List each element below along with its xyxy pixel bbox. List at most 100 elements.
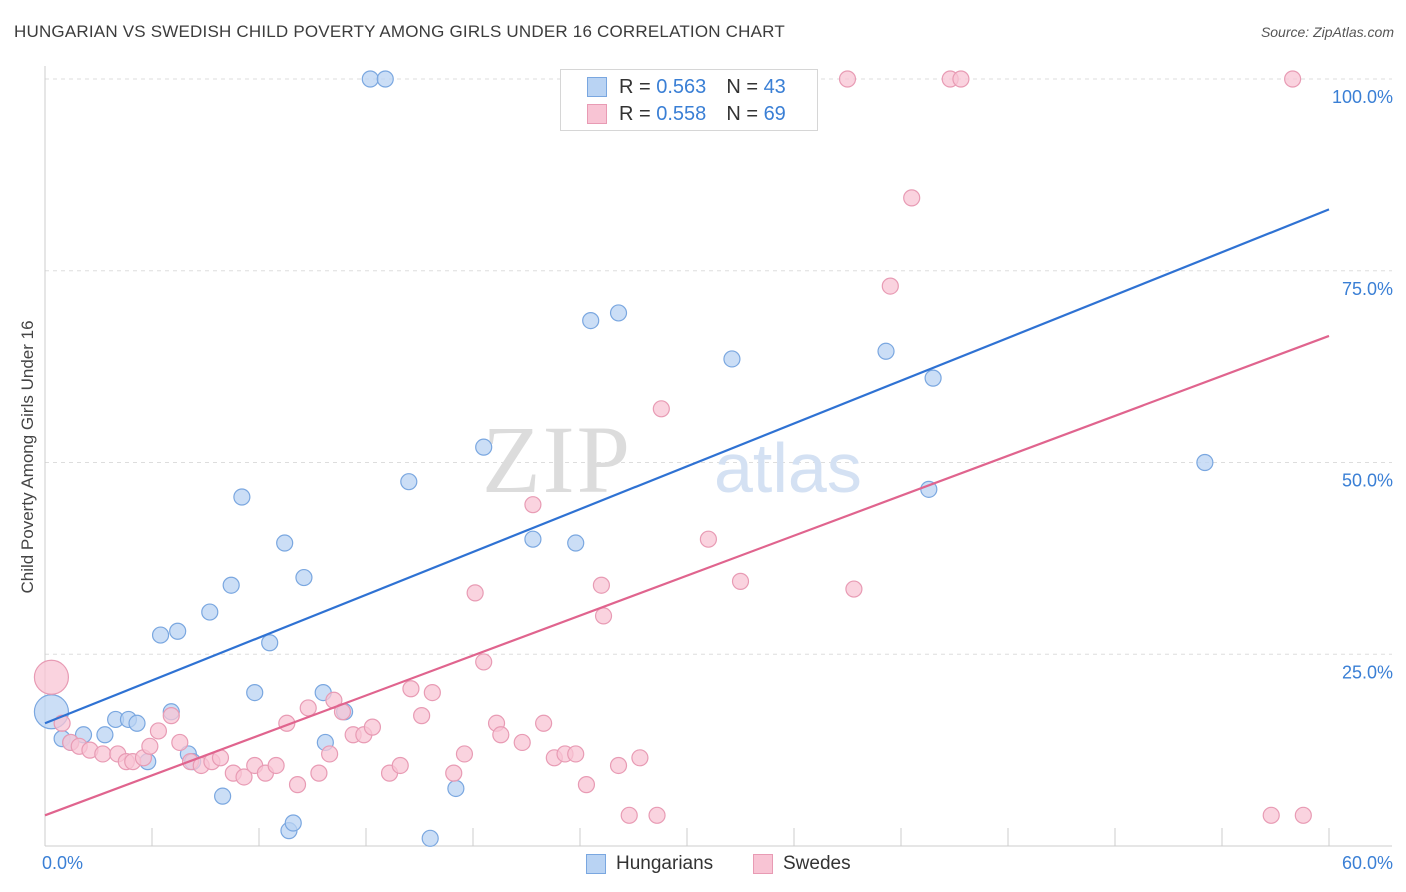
watermark-zip: ZIP — [482, 406, 632, 513]
legend-label-swedes: Swedes — [783, 853, 851, 874]
point-hungarians — [447, 779, 465, 798]
point-swedes — [141, 737, 159, 755]
legend-r-label: R = — [619, 102, 651, 125]
point-hungarians — [151, 626, 170, 644]
point-swedes — [648, 806, 666, 824]
point-swedes — [952, 70, 970, 88]
point-swedes — [94, 745, 112, 763]
point-hungarians — [222, 576, 240, 594]
point-hungarians — [96, 726, 114, 744]
point-hungarians — [276, 534, 294, 552]
point-swedes — [149, 722, 168, 740]
y-tick-label: 75.0% — [1342, 279, 1393, 299]
trend-line-swedes — [44, 334, 1330, 817]
legend-row-hungarians: R = 0.563 N = 43 — [587, 75, 786, 99]
point-hungarians — [214, 787, 232, 805]
point-swedes — [288, 776, 307, 794]
legend-swatch-hungarians — [586, 854, 606, 874]
legend-n-value: 69 — [763, 102, 786, 125]
point-swedes — [33, 659, 70, 695]
point-swedes — [445, 764, 463, 782]
legend-swatch-swedes — [753, 854, 773, 874]
point-swedes — [413, 707, 431, 725]
point-swedes — [845, 580, 863, 598]
y-tick-label: 100.0% — [1332, 87, 1393, 107]
legend-label-hungarians: Hungarians — [616, 853, 714, 874]
point-swedes — [267, 756, 285, 775]
point-swedes — [524, 496, 542, 514]
point-swedes — [171, 733, 189, 752]
point-hungarians — [400, 473, 418, 491]
point-hungarians — [567, 534, 585, 552]
bottom-legend-swedes: Swedes — [753, 851, 851, 877]
point-swedes — [577, 776, 596, 794]
point-swedes — [592, 576, 611, 594]
point-swedes — [321, 745, 339, 763]
x-tick-label: 0.0% — [42, 853, 83, 873]
legend-n-label: N = — [726, 102, 758, 125]
legend-n-label: N = — [726, 75, 758, 98]
point-hungarians — [361, 70, 379, 88]
point-hungarians — [582, 312, 600, 330]
point-swedes — [1284, 70, 1302, 88]
point-swedes — [162, 707, 180, 725]
label-layer: 25.0% 50.0% 75.0% 100.0% 0.0% 60.0% — [42, 87, 1393, 873]
watermark-atlas: atlas — [714, 429, 862, 507]
point-hungarians — [524, 530, 542, 548]
point-swedes — [838, 70, 857, 88]
point-swedes — [903, 189, 921, 207]
y-tick-label: 50.0% — [1342, 471, 1393, 491]
chart-title: HUNGARIAN VS SWEDISH CHILD POVERTY AMONG… — [14, 22, 785, 41]
point-hungarians — [246, 683, 264, 702]
point-hungarians — [475, 438, 493, 456]
point-swedes — [594, 607, 613, 625]
point-swedes — [1294, 806, 1312, 824]
points-layer — [33, 70, 1312, 847]
trend-layer — [44, 208, 1330, 817]
legend-r-value: 0.558 — [656, 102, 707, 125]
trend-line-hungarians — [44, 208, 1330, 725]
legend-row-swedes: R = 0.558 N = 69 — [587, 102, 786, 126]
point-swedes — [310, 764, 328, 782]
chart-source: Source: ZipAtlas.com — [1260, 24, 1394, 40]
point-swedes — [567, 745, 585, 763]
point-hungarians — [1196, 453, 1214, 472]
point-swedes — [466, 584, 484, 602]
bottom-legend-hungarians: Hungarians — [586, 851, 713, 877]
point-hungarians — [169, 622, 187, 640]
point-hungarians — [295, 568, 313, 587]
point-swedes — [1262, 806, 1280, 824]
point-hungarians — [723, 350, 741, 368]
point-hungarians — [609, 304, 628, 322]
point-hungarians — [261, 634, 279, 652]
point-swedes — [391, 756, 409, 775]
legend-n-value: 43 — [763, 75, 786, 98]
point-swedes — [402, 680, 420, 698]
legend-r-label: R = — [619, 75, 651, 98]
point-swedes — [535, 714, 553, 732]
legend: R = 0.563 N = 43 R = 0.558 N = 69 — [560, 69, 818, 131]
point-hungarians — [128, 714, 146, 732]
point-swedes — [699, 530, 718, 548]
point-swedes — [631, 749, 649, 767]
point-swedes — [652, 400, 670, 418]
point-swedes — [881, 277, 899, 295]
y-tick-label: 25.0% — [1342, 662, 1393, 682]
point-hungarians — [421, 829, 439, 847]
point-hungarians — [376, 70, 394, 88]
point-swedes — [609, 756, 628, 775]
legend-swatch-hungarians — [587, 77, 607, 97]
point-hungarians — [877, 342, 895, 360]
point-hungarians — [284, 814, 302, 832]
point-hungarians — [201, 603, 219, 621]
y-axis-title: Child Poverty Among Girls Under 16 — [18, 320, 37, 593]
point-swedes — [513, 733, 531, 752]
point-swedes — [299, 699, 317, 717]
point-swedes — [235, 768, 253, 786]
legend-r-value: 0.563 — [656, 75, 707, 98]
point-hungarians — [233, 488, 251, 506]
point-swedes — [620, 806, 638, 824]
point-swedes — [423, 683, 441, 702]
point-swedes — [455, 745, 474, 763]
